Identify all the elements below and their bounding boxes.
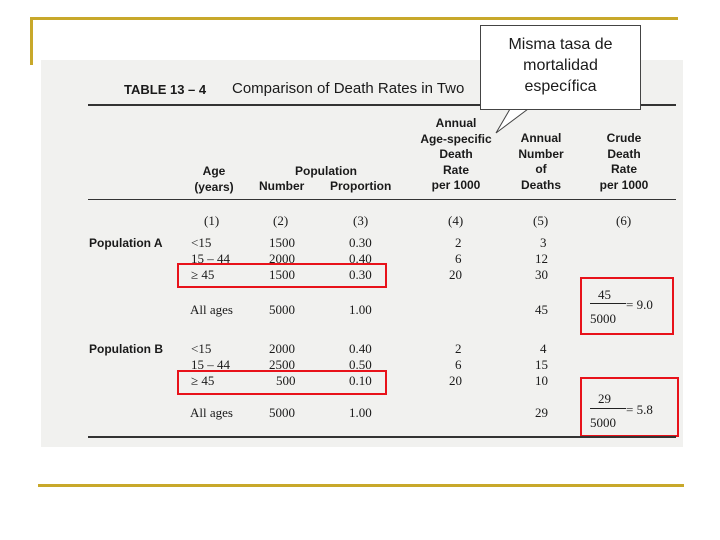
- number-cell: 500: [276, 373, 296, 388]
- header-age-specific-line2: Age-specific: [420, 131, 492, 146]
- highlight-box-crude-b: [580, 377, 679, 437]
- number-cell: 5000: [269, 302, 295, 317]
- rate-cell: 6: [455, 251, 462, 266]
- header-population: Population: [295, 164, 357, 178]
- proportion-cell: 0.40: [349, 251, 372, 266]
- deaths-cell: 29: [535, 405, 548, 420]
- rate-cell: 6: [455, 357, 462, 372]
- table-label: TABLE 13 – 4: [124, 82, 207, 97]
- crude-b-numerator: 29: [598, 391, 611, 406]
- callout-line-2: mortalidad: [523, 57, 598, 74]
- proportion-cell: 1.00: [349, 302, 372, 317]
- header-age-specific-line1: Annual: [435, 116, 477, 130]
- header-deaths-line4: Deaths: [520, 177, 561, 192]
- age-cell: All ages: [190, 302, 233, 317]
- proportion-cell: 1.00: [349, 405, 372, 420]
- highlight-box-crude-a: [580, 277, 674, 335]
- crude-b-denominator: 5000: [590, 415, 616, 430]
- deaths-cell: 15: [535, 357, 548, 372]
- deaths-cell: 12: [535, 251, 548, 266]
- number-cell: 1500: [269, 235, 295, 250]
- callout-line-3: específica: [524, 78, 597, 95]
- number-cell: 2500: [269, 357, 295, 372]
- deaths-cell: 30: [535, 267, 548, 282]
- age-cell: <15: [191, 235, 212, 250]
- header-crude-line1: Crude: [606, 131, 642, 145]
- header-age-line1: Age: [202, 164, 226, 178]
- rate-cell: 2: [455, 235, 462, 250]
- proportion-cell: 0.30: [349, 235, 372, 250]
- header-deaths-line2: Number: [518, 146, 564, 161]
- header-crude-rate: Crude Death Rate per 1000: [592, 131, 656, 193]
- number-cell: 1500: [269, 267, 295, 282]
- age-cell: <15: [191, 341, 212, 356]
- deaths-cell: 45: [535, 302, 548, 317]
- rate-cell: 20: [449, 373, 462, 388]
- header-deaths-line1: Annual: [520, 131, 562, 145]
- scanned-table-image: [41, 60, 683, 447]
- header-proportion: Proportion: [330, 179, 392, 193]
- header-age-specific-line3: Death: [439, 147, 473, 161]
- header-crude-line3: Rate: [610, 162, 637, 176]
- age-cell: All ages: [190, 405, 233, 420]
- crude-a-fraction-bar: [590, 303, 626, 304]
- header-age-line2: (years): [194, 179, 234, 194]
- number-cell: 5000: [269, 405, 295, 420]
- col-number-2: (2): [273, 213, 289, 228]
- age-cell: ≥ 45: [191, 373, 215, 388]
- table-bottom-rule: [88, 436, 676, 438]
- col-number-5: (5): [533, 213, 549, 228]
- crude-a-denominator: 5000: [590, 311, 616, 326]
- col-number-4: (4): [448, 213, 464, 228]
- proportion-cell: 0.10: [349, 373, 372, 388]
- crude-a-numerator: 45: [598, 287, 611, 302]
- col-number-3: (3): [353, 213, 369, 228]
- age-cell: ≥ 45: [191, 267, 215, 282]
- bottom-gold-rule: [38, 484, 684, 487]
- proportion-cell: 0.40: [349, 341, 372, 356]
- deaths-cell: 3: [540, 235, 547, 250]
- rate-cell: 20: [449, 267, 462, 282]
- deaths-cell: 4: [540, 341, 547, 356]
- population-b-label: Population B: [89, 342, 163, 356]
- header-crude-line4: per 1000: [599, 177, 649, 192]
- header-age-specific-rate: Annual Age-specific Death Rate per 1000: [416, 116, 496, 194]
- col-number-1: (1): [204, 213, 220, 228]
- header-age-specific-line4: Rate: [442, 162, 469, 177]
- title-rule: [88, 104, 676, 106]
- age-cell: 15 – 44: [191, 357, 230, 372]
- crude-b-fraction-bar: [590, 408, 626, 409]
- age-cell: 15 – 44: [191, 251, 230, 266]
- crude-a-result: = 9.0: [626, 297, 653, 312]
- header-annual-deaths: Annual Number of Deaths: [510, 131, 572, 193]
- header-age-specific-line5: per 1000: [431, 178, 481, 192]
- proportion-cell: 0.50: [349, 357, 372, 372]
- highlight-box-a-over-45: [177, 263, 387, 288]
- callout-box: Misma tasa de mortalidad específica: [480, 25, 641, 110]
- col-number-6: (6): [616, 213, 632, 228]
- rate-cell: 2: [455, 341, 462, 356]
- number-cell: 2000: [269, 251, 295, 266]
- proportion-cell: 0.30: [349, 267, 372, 282]
- header-number: Number: [259, 179, 305, 193]
- crude-b-result: = 5.8: [626, 402, 653, 417]
- header-crude-line2: Death: [607, 146, 641, 161]
- deaths-cell: 10: [535, 373, 548, 388]
- left-gold-rule: [30, 17, 33, 65]
- header-rule: [88, 199, 676, 200]
- top-gold-rule: [30, 17, 678, 20]
- number-cell: 2000: [269, 341, 295, 356]
- header-deaths-line3: of: [535, 162, 547, 176]
- population-a-label: Population A: [89, 236, 163, 250]
- header-age: Age (years): [190, 164, 238, 195]
- table-title: Comparison of Death Rates in Two: [232, 80, 465, 97]
- callout-line-1: Misma tasa de: [508, 36, 613, 53]
- highlight-box-b-over-45: [177, 370, 387, 395]
